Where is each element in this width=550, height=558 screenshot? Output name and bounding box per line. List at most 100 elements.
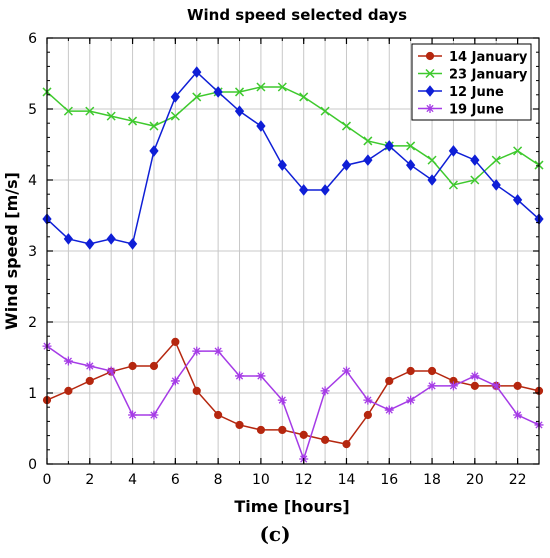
x-tick-label: 6 [171,472,180,488]
data-point [149,410,159,420]
data-point [149,121,159,131]
data-point [448,180,458,190]
legend-entry: 12 June [418,85,504,100]
grid-lines [47,38,539,464]
data-point [85,376,94,386]
data-point [513,410,523,420]
data-point [491,179,501,191]
data-point [384,405,394,415]
y-tick-label: 4 [28,173,37,189]
data-point [213,86,223,98]
x-tick-label: 0 [43,472,52,488]
data-point [299,184,309,196]
data-point [170,111,180,121]
data-point [235,420,244,430]
data-point [470,371,480,381]
data-point [470,175,480,185]
data-point [149,145,159,157]
data-point [106,366,116,376]
data-point [320,106,330,116]
legend-entry: 23 January [418,68,528,83]
data-point [192,66,202,78]
data-point [128,361,137,371]
data-point [63,356,73,366]
data-point [427,174,437,186]
x-tick-label: 20 [466,472,484,488]
x-tick-label: 22 [509,472,527,488]
data-point [128,410,138,420]
data-point [512,194,523,206]
data-point [341,366,351,376]
series-layer [42,66,544,464]
legend: 14 January 23 January 12 June 19 June [411,43,532,121]
data-point [256,425,266,435]
x-axis-label: Time [hours] [234,497,349,516]
x-tick-label: 16 [380,472,398,488]
x-tick-label: 2 [85,472,94,488]
x-tick-label: 14 [338,472,356,488]
x-tick-label: 12 [295,472,313,488]
data-point [128,116,138,126]
data-point [299,92,309,102]
x-tick-label: 18 [423,472,441,488]
data-point [277,82,287,92]
data-point [278,425,287,435]
data-point [384,140,394,152]
data-point [513,381,522,390]
data-point [64,386,73,395]
data-point [106,111,116,121]
data-point [427,381,437,391]
series-19-june [42,341,544,464]
y-tick-label: 3 [28,244,37,260]
data-point [127,238,138,250]
data-point [406,395,416,405]
data-point [256,82,266,92]
y-tick-label: 1 [28,386,37,402]
legend-label: 14 January [449,50,528,65]
data-point [363,395,373,405]
data-point [320,184,330,196]
legend-marker [425,68,435,79]
data-point [385,376,394,386]
y-tick-label: 2 [28,315,37,331]
legend-entry: 14 January [418,50,528,65]
data-point [341,159,352,171]
y-tick-label: 5 [28,102,37,118]
data-point [470,154,480,166]
data-point [320,386,330,396]
y-tick-label: 0 [28,457,37,473]
chart-title: Wind speed selected days [187,6,407,24]
data-point [192,346,202,356]
data-point [63,233,74,245]
data-point [491,155,501,165]
series-12-june [42,66,544,250]
data-point [470,381,479,390]
data-point [192,386,201,395]
data-point [448,381,458,391]
x-tick-label: 4 [128,472,137,488]
data-point [234,105,245,117]
legend-label: 12 June [449,85,504,100]
legend-label: 19 June [449,103,504,118]
data-point [85,361,95,371]
data-point [85,106,95,116]
data-point [171,337,180,346]
data-point [363,136,373,146]
x-tick-label: 8 [214,472,223,488]
data-point [277,395,287,405]
series-line [46,86,540,186]
data-point [149,361,159,371]
legend-entry: 19 June [418,103,504,118]
x-tick-label: 10 [252,472,270,488]
data-point [427,155,437,165]
data-point [235,371,245,381]
data-point [277,159,287,171]
legend-label: 23 January [449,68,528,83]
data-point [63,106,73,116]
legend-marker [425,51,435,61]
data-point [256,120,266,132]
data-point [106,233,116,245]
data-point [170,91,180,103]
data-point [214,410,223,420]
data-point [448,145,459,157]
